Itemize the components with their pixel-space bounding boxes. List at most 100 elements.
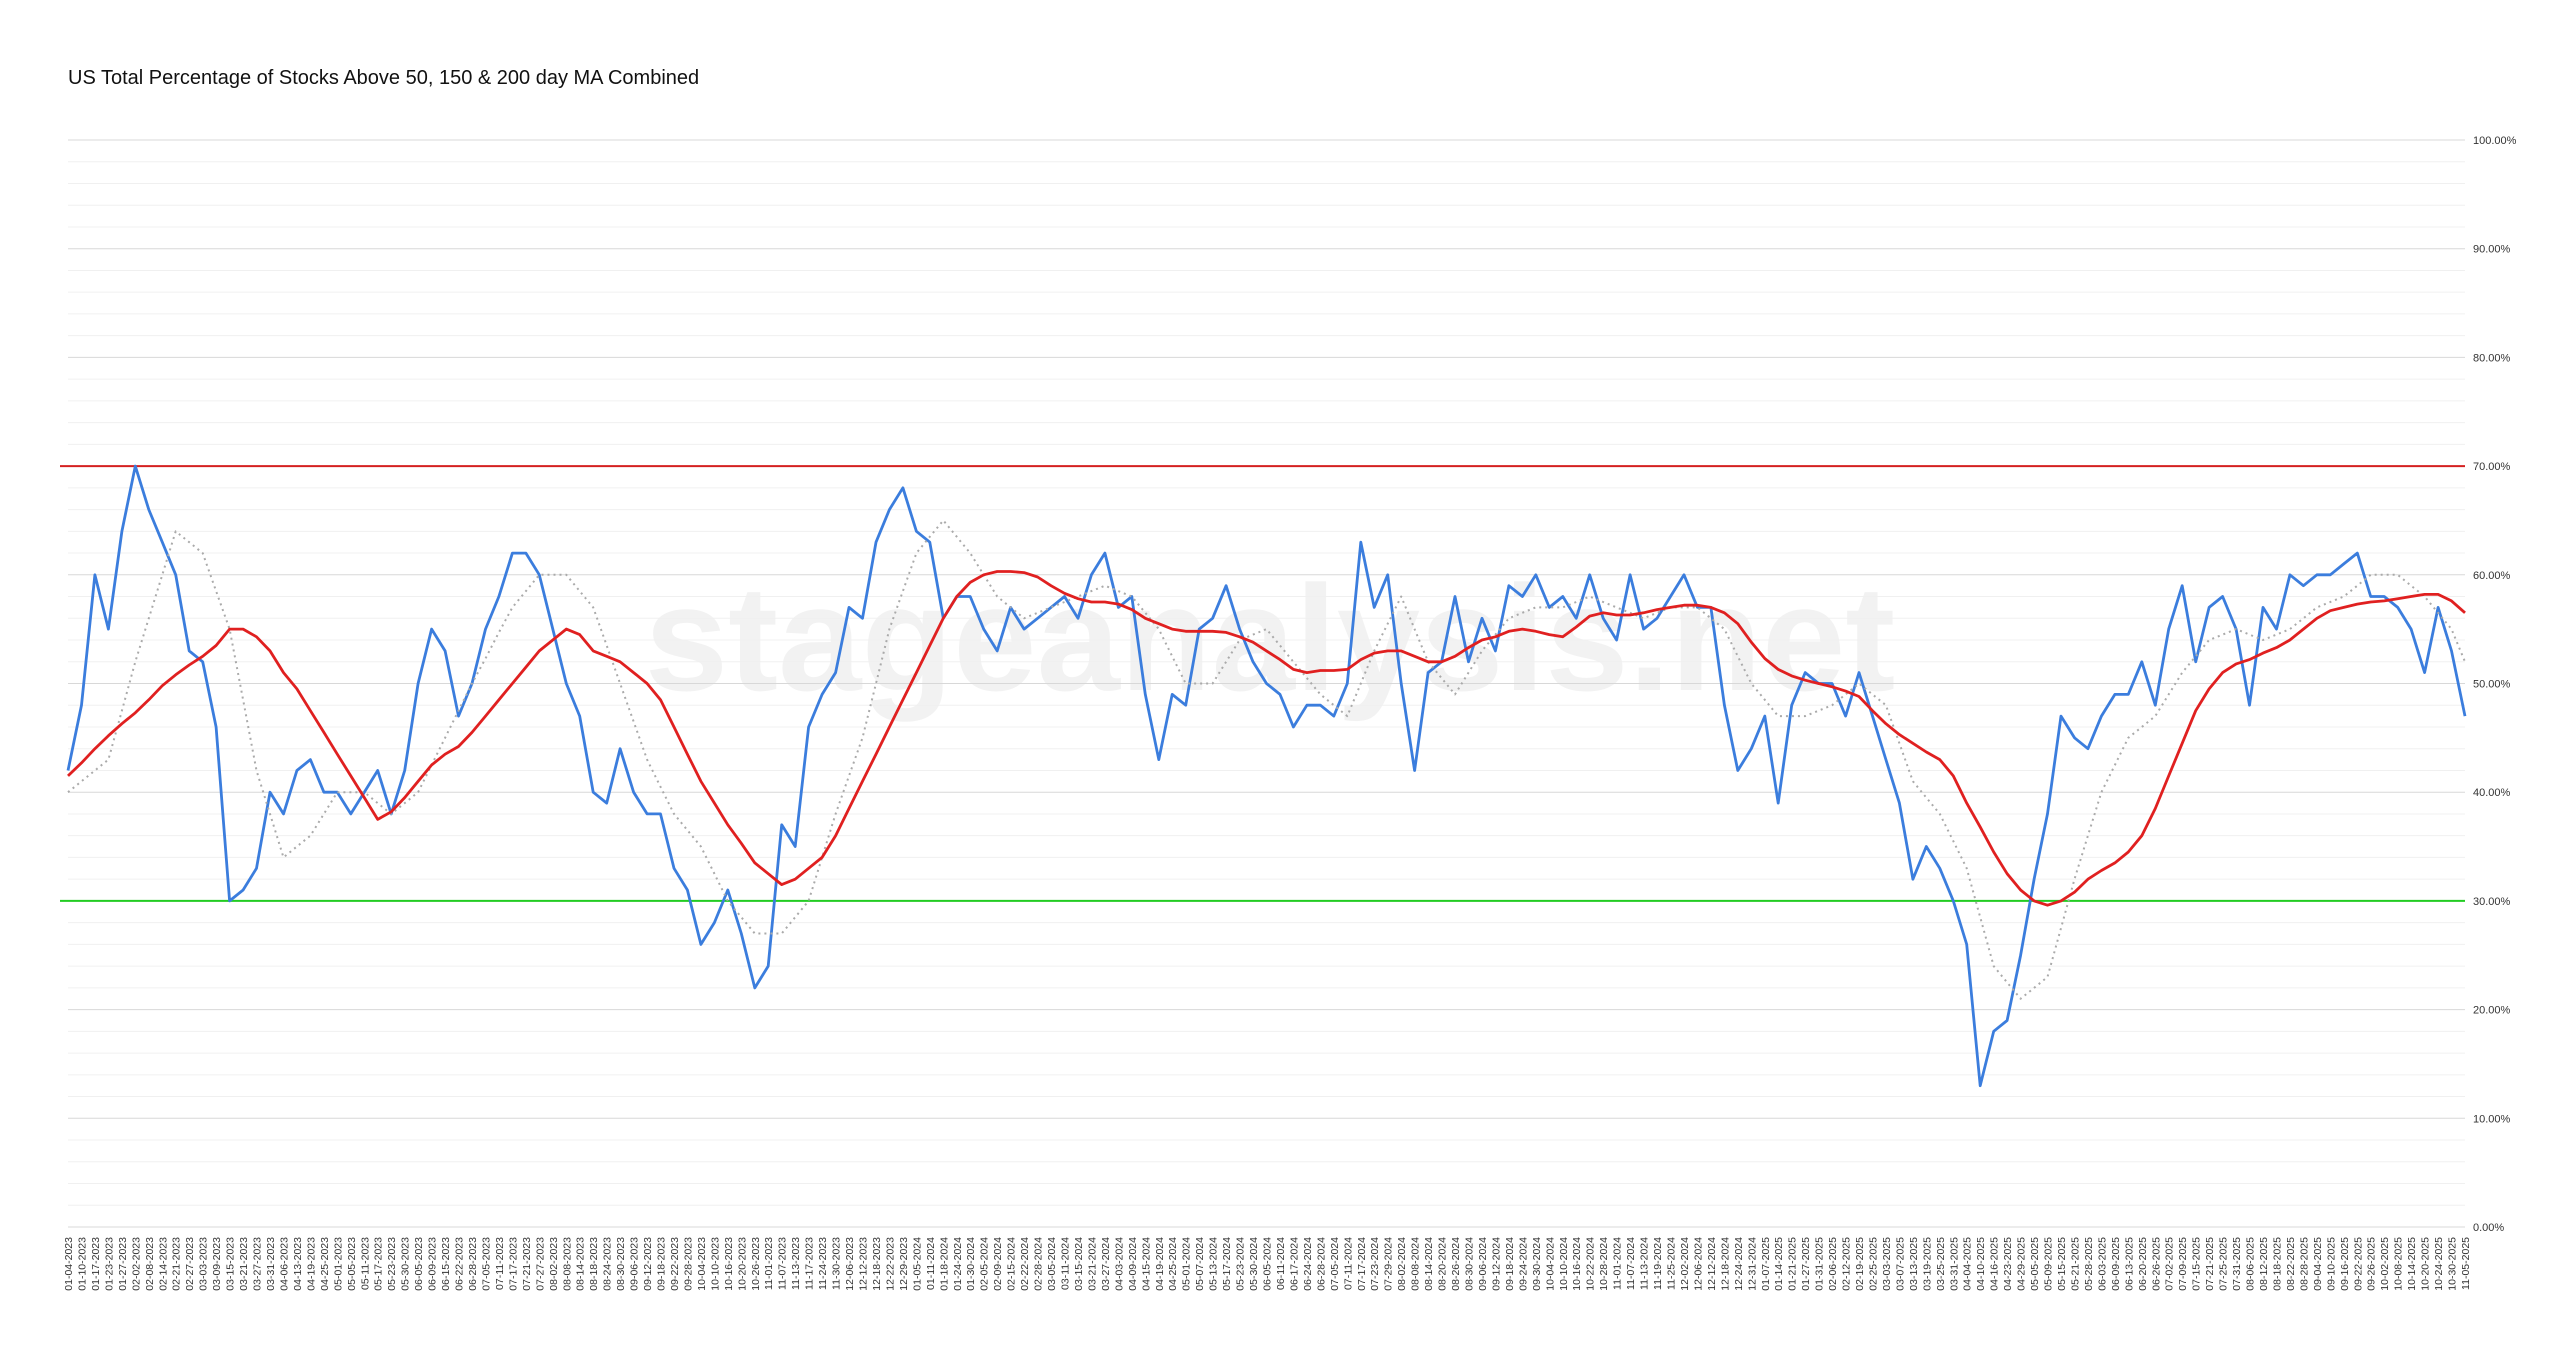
x-tick-label: 04-19-2024 [1154, 1237, 1166, 1291]
x-tick-label: 04-09-2024 [1127, 1237, 1139, 1291]
y-tick-label: 60.00% [2473, 570, 2511, 582]
x-tick-label: 12-29-2023 [898, 1237, 910, 1291]
x-tick-label: 06-11-2024 [1275, 1237, 1287, 1290]
x-tick-label: 07-21-2023 [521, 1237, 533, 1291]
x-tick-label: 08-22-2025 [2285, 1237, 2297, 1291]
x-tick-label: 01-24-2024 [952, 1237, 964, 1291]
y-tick-label: 40.00% [2473, 787, 2511, 799]
y-tick-label: 90.00% [2473, 244, 2511, 256]
x-tick-label: 03-07-2025 [1894, 1237, 1906, 1291]
x-tick-label: 04-16-2025 [1989, 1237, 2001, 1291]
y-tick-label: 20.00% [2473, 1005, 2511, 1017]
x-tick-label: 06-03-2025 [2096, 1237, 2108, 1291]
x-tick-label: 09-04-2025 [2312, 1237, 2324, 1291]
x-tick-label: 08-08-2023 [561, 1237, 573, 1291]
x-tick-label: 05-01-2023 [332, 1237, 344, 1291]
x-tick-label: 06-05-2023 [413, 1237, 425, 1291]
x-tick-label: 05-17-2023 [373, 1237, 385, 1291]
x-tick-label: 10-04-2023 [696, 1237, 708, 1291]
x-tick-label: 08-30-2023 [615, 1237, 627, 1291]
x-tick-label: 08-18-2025 [2271, 1237, 2283, 1291]
x-tick-label: 02-22-2024 [1019, 1237, 1031, 1291]
x-tick-label: 01-21-2025 [1787, 1237, 1799, 1291]
x-tick-label: 07-23-2024 [1369, 1237, 1381, 1291]
x-tick-label: 06-28-2023 [467, 1237, 479, 1291]
x-tick-label: 03-27-2024 [1100, 1237, 1112, 1291]
x-tick-label: 06-26-2025 [2150, 1237, 2162, 1291]
x-tick-label: 12-02-2024 [1679, 1237, 1691, 1291]
x-tick-label: 01-18-2024 [938, 1237, 950, 1291]
x-tick-label: 09-16-2025 [2339, 1237, 2351, 1291]
x-tick-label: 10-20-2025 [2420, 1237, 2432, 1291]
x-tick-label: 04-23-2025 [2002, 1237, 2014, 1291]
x-tick-label: 07-09-2025 [2177, 1237, 2189, 1291]
x-tick-label: 09-26-2025 [2366, 1237, 2378, 1291]
x-tick-label: 12-12-2024 [1706, 1237, 1718, 1291]
x-tick-label: 03-11-2024 [1060, 1237, 1072, 1290]
x-tick-label: 07-05-2023 [480, 1237, 492, 1291]
x-tick-label: 11-25-2024 [1665, 1237, 1677, 1290]
chart-title: US Total Percentage of Stocks Above 50, … [68, 67, 699, 89]
x-tick-label: 03-15-2024 [1073, 1237, 1085, 1291]
x-tick-label: 04-06-2023 [278, 1237, 290, 1291]
x-tick-label: 07-05-2024 [1329, 1237, 1341, 1291]
x-tick-label: 02-15-2024 [1006, 1237, 1018, 1291]
x-tick-label: 10-22-2024 [1585, 1237, 1597, 1291]
x-tick-label: 07-29-2024 [1383, 1237, 1395, 1291]
x-tick-label: 05-28-2025 [2083, 1237, 2095, 1291]
y-tick-label: 10.00% [2473, 1113, 2511, 1125]
x-tick-label: 09-06-2024 [1477, 1237, 1489, 1291]
x-tick-label: 07-11-2023 [494, 1237, 506, 1290]
x-tick-label: 03-05-2024 [1046, 1237, 1058, 1291]
x-tick-label: 06-05-2024 [1262, 1237, 1274, 1291]
x-tick-label: 12-06-2024 [1692, 1237, 1704, 1291]
x-tick-label: 07-31-2025 [2231, 1237, 2243, 1291]
x-tick-label: 08-14-2024 [1423, 1237, 1435, 1291]
x-tick-label: 09-18-2024 [1504, 1237, 1516, 1291]
x-tick-label: 10-16-2024 [1571, 1237, 1583, 1291]
x-tick-label: 11-07-2024 [1625, 1237, 1637, 1290]
x-tick-label: 03-25-2025 [1935, 1237, 1947, 1291]
x-tick-label: 08-08-2024 [1410, 1237, 1422, 1291]
x-tick-label: 01-27-2025 [1800, 1237, 1812, 1291]
x-tick-label: 05-05-2025 [2029, 1237, 2041, 1291]
x-tick-label: 07-15-2025 [2191, 1237, 2203, 1291]
x-tick-label: 11-01-2023 [763, 1237, 775, 1290]
x-tick-label: 09-18-2023 [656, 1237, 668, 1291]
x-tick-label: 03-19-2025 [1921, 1237, 1933, 1291]
x-tick-label: 08-24-2023 [602, 1237, 614, 1291]
x-tick-label: 12-06-2023 [844, 1237, 856, 1291]
x-tick-label: 12-12-2023 [858, 1237, 870, 1291]
x-tick-label: 12-22-2023 [884, 1237, 896, 1291]
x-tick-label: 02-28-2024 [1033, 1237, 1045, 1291]
x-tick-label: 10-20-2023 [736, 1237, 748, 1291]
x-tick-label: 11-05-2025 [2460, 1237, 2472, 1290]
x-tick-label: 11-24-2023 [817, 1237, 829, 1290]
x-tick-label: 05-11-2023 [359, 1237, 371, 1290]
x-tick-label: 02-08-2023 [144, 1237, 156, 1291]
x-tick-label: 09-22-2023 [669, 1237, 681, 1291]
x-tick-label: 09-10-2025 [2325, 1237, 2337, 1291]
x-tick-label: 06-09-2023 [427, 1237, 439, 1291]
x-tick-label: 11-13-2023 [790, 1237, 802, 1290]
x-tick-label: 08-28-2025 [2298, 1237, 2310, 1291]
x-tick-label: 03-27-2023 [252, 1237, 264, 1291]
series-line [67, 519, 2466, 1000]
x-tick-label: 08-18-2023 [588, 1237, 600, 1291]
x-tick-label: 08-06-2025 [2245, 1237, 2257, 1291]
x-tick-label: 06-22-2023 [454, 1237, 466, 1291]
x-tick-label: 04-19-2023 [305, 1237, 317, 1291]
x-tick-label: 12-24-2024 [1733, 1237, 1745, 1291]
x-tick-label: 01-14-2025 [1773, 1237, 1785, 1291]
x-tick-label: 07-21-2025 [2204, 1237, 2216, 1291]
x-tick-label: 03-13-2025 [1908, 1237, 1920, 1291]
x-tick-label: 07-02-2025 [2164, 1237, 2176, 1291]
x-tick-label: 08-26-2024 [1450, 1237, 1462, 1291]
x-tick-label: 10-14-2025 [2406, 1237, 2418, 1291]
x-tick-label: 12-18-2023 [871, 1237, 883, 1291]
x-tick-label: 07-27-2023 [534, 1237, 546, 1291]
x-tick-label: 01-07-2025 [1760, 1237, 1772, 1291]
x-tick-label: 04-25-2023 [319, 1237, 331, 1291]
x-tick-label: 02-27-2023 [184, 1237, 196, 1291]
x-tick-label: 04-15-2024 [1140, 1237, 1152, 1291]
